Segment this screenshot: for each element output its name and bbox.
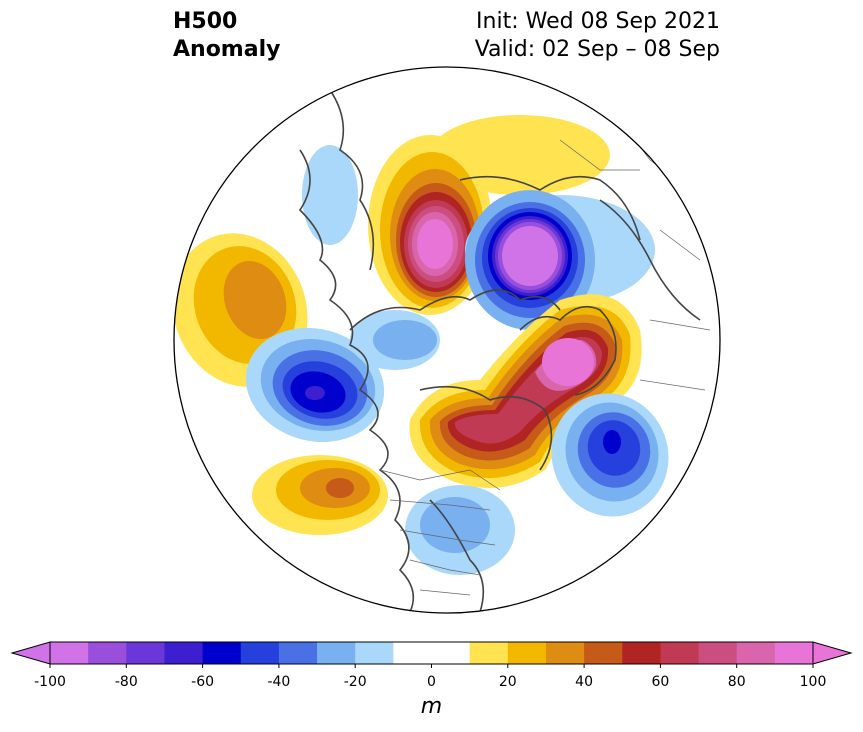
colorbar-tick-label: 40 (575, 674, 593, 690)
colorbar-bin-9 (393, 642, 432, 664)
coastlines (298, 89, 701, 613)
valid-label: Valid: 02 Sep – 08 Sep (474, 37, 720, 62)
colorbar-bin-3 (164, 642, 204, 664)
map-boundary (173, 66, 721, 614)
init-label: Init: Wed 08 Sep 2021 (476, 9, 720, 34)
anomaly-arctic-negative (465, 190, 655, 330)
colorbar-tick-label: -40 (267, 674, 290, 690)
colorbar-bin-19 (774, 642, 814, 664)
colorbar-tick-label: -20 (344, 674, 367, 690)
anomaly-west-pacific-positive (252, 455, 388, 535)
title-line1: H500 (173, 9, 238, 34)
colorbar-bin-13 (545, 642, 585, 664)
colorbar-unit: m (420, 694, 443, 719)
colorbar-tick-label: -100 (34, 674, 66, 690)
colorbar-bin-14 (584, 642, 623, 664)
colorbar-tick-label: 20 (499, 674, 517, 690)
colorbar-bin-0 (50, 642, 89, 664)
anomaly-atlantic-negative (551, 393, 669, 517)
colorbar-tick-label: 80 (728, 674, 746, 690)
colorbar-extend-min (10, 641, 51, 665)
colorbar-tick-label: 60 (651, 674, 669, 690)
colorbar-bin-12 (507, 642, 547, 664)
colorbar-extend-max (812, 641, 853, 665)
valid-period: Init: Wed 08 Sep 2021 Valid: 02 Sep – 08… (475, 8, 720, 64)
colorbar-bin-16 (660, 642, 700, 664)
colorbar-bin-11 (469, 642, 509, 664)
map-disc (174, 67, 720, 613)
polar-map (173, 66, 721, 614)
colorbar-bin-10 (431, 642, 471, 664)
colorbar-bin-5 (240, 642, 280, 664)
anomaly-greenland-positive (409, 294, 642, 488)
colorbar-tick-label: 100 (800, 674, 827, 690)
colorbar-bin-17 (698, 642, 738, 664)
colorbar-bin-7 (317, 642, 356, 664)
anomaly-bering-negative (350, 310, 440, 370)
map-title: H500 Anomaly (173, 8, 280, 64)
anomaly-pacific-negative (245, 327, 385, 443)
borders (379, 119, 711, 596)
colorbar-bin-1 (88, 642, 127, 664)
anomaly-europe-positive (368, 115, 610, 315)
colorbar-bin-4 (202, 642, 242, 664)
anomaly-asia-negative (405, 485, 515, 575)
colorbar-bin-8 (355, 642, 394, 664)
colorbar-tick-label: -60 (191, 674, 214, 690)
colorbar-bin-15 (622, 642, 661, 664)
anomaly-alaska-negative-north (302, 145, 358, 245)
colorbar-tick-label: -80 (115, 674, 138, 690)
colorbar: -100 -80 -60 -40 -20 0 20 40 60 80 100 (10, 641, 853, 690)
colorbar-tick-label: 0 (427, 674, 436, 690)
colorbar-bin-6 (278, 642, 318, 664)
title-line2: Anomaly (173, 37, 281, 62)
colorbar-bin-2 (126, 642, 165, 664)
colorbar-bin-18 (736, 642, 776, 664)
